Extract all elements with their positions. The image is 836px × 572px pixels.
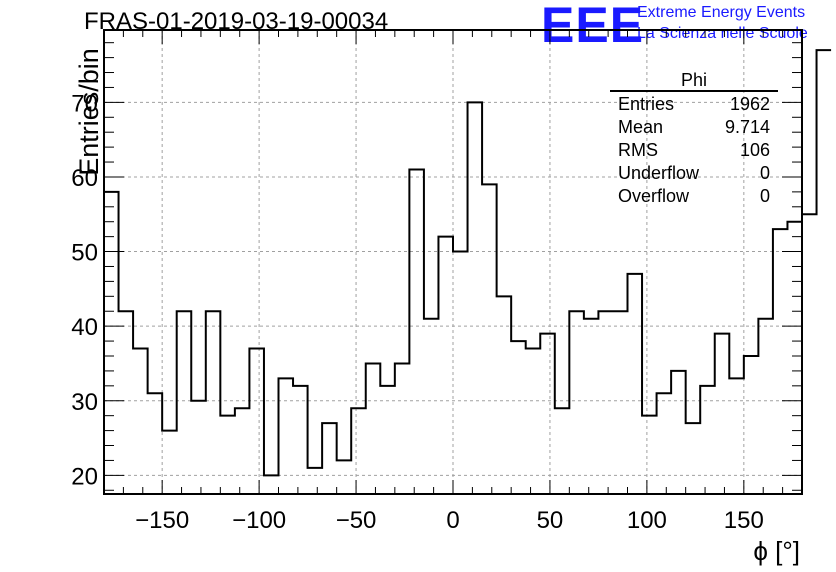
x-tick-label: −50 xyxy=(336,507,377,534)
x-tick-label: 0 xyxy=(446,507,459,534)
x-axis-ticks: −150 −100 −50 0 50 100 150 xyxy=(103,30,803,534)
stats-label: Overflow xyxy=(618,186,690,206)
stats-value: 9.714 xyxy=(725,117,770,137)
x-tick-label: 100 xyxy=(627,507,667,534)
x-axis-label: ϕ [°] xyxy=(753,536,800,566)
stats-value: 0 xyxy=(760,163,770,183)
y-tick-label: 60 xyxy=(71,165,98,192)
grid-lines xyxy=(104,30,802,494)
plot-frame xyxy=(103,29,803,495)
x-tick-label: −100 xyxy=(232,507,286,534)
y-tick-label: 20 xyxy=(71,463,98,490)
stats-value: 1962 xyxy=(730,94,770,114)
stats-value: 106 xyxy=(740,140,770,160)
x-tick-label: −150 xyxy=(135,507,189,534)
x-tick-label: 150 xyxy=(724,507,764,534)
stats-value: 0 xyxy=(760,186,770,206)
stats-label: RMS xyxy=(618,140,658,160)
logo-caption-line1: Extreme Energy Events xyxy=(637,4,806,21)
eee-logo: EEE xyxy=(541,0,645,53)
stats-label: Underflow xyxy=(618,163,700,183)
y-axis-label: Entries/bin xyxy=(74,48,104,176)
stats-title: Phi xyxy=(681,70,707,90)
y-axis-ticks: 20 30 40 50 60 70 xyxy=(71,42,802,491)
x-tick-label: 50 xyxy=(537,507,564,534)
stats-label: Mean xyxy=(618,117,663,137)
stats-label: Entries xyxy=(618,94,674,114)
y-tick-label: 50 xyxy=(71,240,98,267)
y-tick-label: 70 xyxy=(71,90,98,117)
histogram-line xyxy=(103,49,832,494)
stats-box: Phi Entries 1962 Mean 9.714 RMS 106 Underflow 0 O… xyxy=(610,70,778,206)
y-tick-label: 40 xyxy=(71,314,98,341)
y-tick-label: 30 xyxy=(71,389,98,416)
